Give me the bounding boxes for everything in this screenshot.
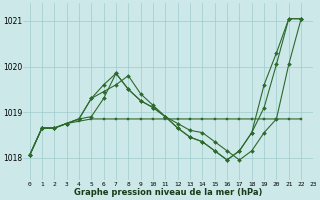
X-axis label: Graphe pression niveau de la mer (hPa): Graphe pression niveau de la mer (hPa) xyxy=(74,188,263,197)
